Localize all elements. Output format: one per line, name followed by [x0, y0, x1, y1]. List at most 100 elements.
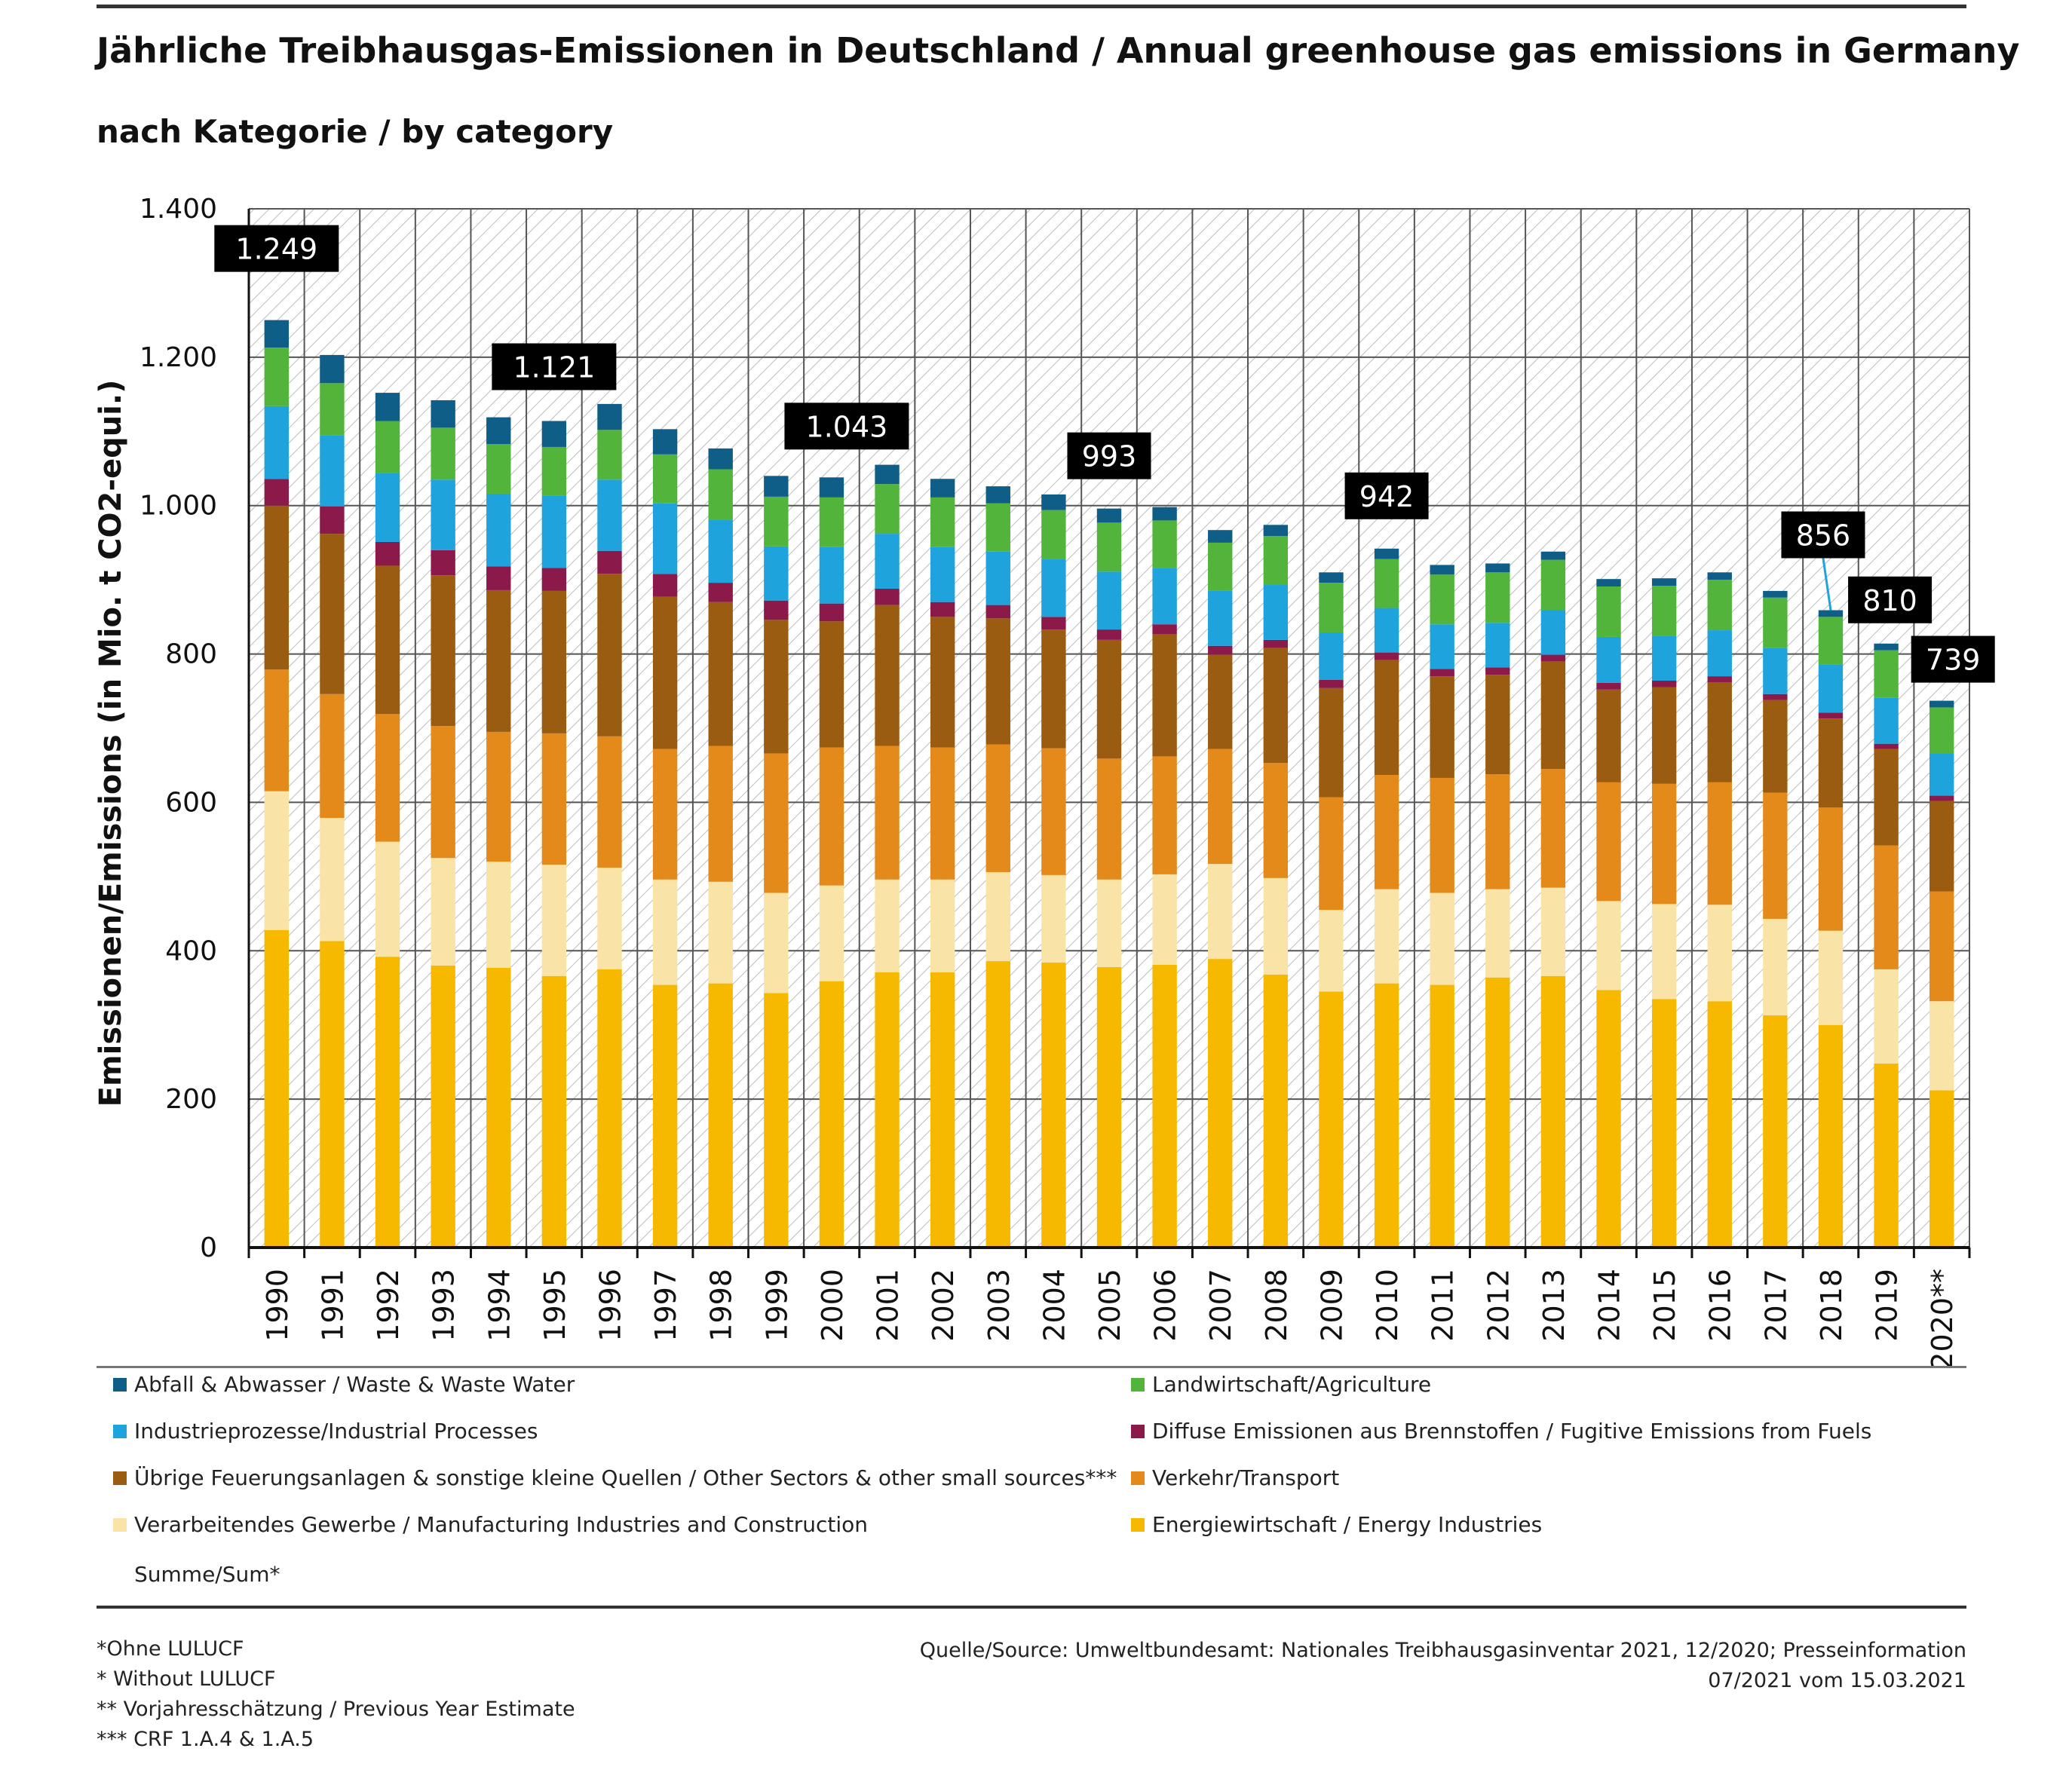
total-annotation-label: 942 [1359, 480, 1415, 513]
bar-segment [1430, 669, 1454, 677]
bar-segment [1096, 629, 1122, 640]
bar-segment [1096, 758, 1122, 880]
annotation-box [1344, 472, 1429, 519]
bar-segment [1651, 578, 1677, 586]
x-tick-label: 1998 [705, 1269, 738, 1342]
bar-segment [264, 320, 290, 348]
bar-segment [431, 575, 455, 727]
bar-segment [1263, 536, 1289, 586]
bar-segment [597, 868, 622, 969]
bar-segment [1929, 891, 1954, 1002]
bar-segment [1540, 654, 1566, 662]
bar-segment [1430, 574, 1454, 625]
bar-segment [708, 519, 733, 583]
y-tick-label: 1.200 [139, 342, 217, 373]
bar-segment [1263, 648, 1289, 764]
bar-segment [1485, 623, 1510, 668]
bar-segment [708, 602, 733, 746]
x-tick-label: 2019 [1871, 1269, 1904, 1342]
bar-segment [985, 744, 1010, 872]
bar-segment [985, 503, 1010, 552]
x-tick-label: 2002 [927, 1269, 960, 1342]
bar-segment [320, 354, 345, 384]
bar-segment [1319, 991, 1344, 1248]
bar-segment [1596, 901, 1621, 990]
bar-segment [1874, 749, 1899, 846]
bar-segment [1874, 1063, 1899, 1248]
bar-segment [1430, 777, 1454, 893]
bar-segment [320, 941, 345, 1248]
bar-segment [486, 493, 511, 567]
bar-segment [930, 497, 955, 547]
bar-segment [875, 972, 900, 1248]
bar-segment [764, 892, 789, 994]
legend-swatch [113, 1517, 127, 1532]
bar-segment [597, 574, 622, 736]
bar-segment [1096, 508, 1122, 523]
y-tick-label: 0 [200, 1232, 217, 1263]
bar-segment [1596, 782, 1621, 902]
y-tick-label: 1.400 [139, 194, 217, 225]
bar-segment [1263, 639, 1289, 648]
total-annotation-label: 739 [1926, 644, 1981, 677]
source-line-2: 07/2021 vom 15.03.2021 [1708, 1669, 1966, 1692]
bar-segment [1763, 792, 1788, 919]
bar-segment [1929, 1001, 1954, 1091]
bar-segment [930, 602, 955, 617]
bar-segment [764, 476, 789, 497]
top-rule [97, 5, 1966, 8]
annotation-box [784, 403, 909, 450]
bar-segment [1208, 590, 1233, 646]
x-tick-label: 2011 [1427, 1269, 1460, 1342]
bar-segment [1874, 743, 1899, 749]
bar-segment [1818, 712, 1844, 719]
bar-segment [652, 429, 678, 455]
bar-segment [1319, 572, 1344, 583]
legend: Abfall & Abwasser / Waste & Waste Water L… [113, 1372, 1960, 1598]
footnote: *** CRF 1.A.4 & 1.A.5 [97, 1728, 314, 1751]
bar-segment [1152, 624, 1177, 634]
bar-segment [1763, 597, 1788, 648]
bar-segment [1651, 999, 1677, 1248]
bar-segment [1430, 676, 1454, 778]
bar-segment [1874, 697, 1899, 744]
bar-segment [930, 547, 955, 602]
legend-swatch [113, 1471, 127, 1485]
bar-segment [486, 417, 511, 445]
bar-segment [431, 550, 455, 576]
bar-segment [1818, 930, 1844, 1025]
bar-segment [1041, 963, 1066, 1248]
bar-segment [930, 747, 955, 880]
y-axis-label: Emissionen/Emissions (in Mio. t CO2-equi… [93, 380, 128, 1107]
bar-segment [320, 693, 345, 819]
bar-segment [764, 753, 789, 893]
x-tick-label: 2012 [1482, 1269, 1515, 1342]
x-tick-label: 2001 [872, 1269, 905, 1342]
bar-segment [541, 446, 567, 496]
bar-segment [1096, 966, 1122, 1248]
bar-segment [1374, 608, 1399, 653]
bar-segment [431, 965, 455, 1248]
y-tick-label: 600 [165, 787, 217, 818]
bar-segment [1707, 676, 1732, 682]
bar-segment [597, 550, 622, 574]
bar-segment [1208, 530, 1233, 543]
legend-label: Industrieprozesse/Industrial Processes [134, 1419, 538, 1444]
bar-segment [264, 348, 290, 406]
annotation-box [1781, 511, 1865, 559]
bar-segment [764, 546, 789, 601]
bar-segment [875, 588, 900, 605]
bar-segment [819, 497, 844, 547]
bar-segment [1485, 667, 1510, 675]
stacked-bar-chart: 0 200 400 600 800 1.000 1.200 1.400 1990 1991 1992… [93, 194, 1995, 1370]
bar-segment [1485, 889, 1510, 978]
bar-segment [1596, 689, 1621, 782]
bar-segment [1485, 563, 1510, 573]
bar-segment [1208, 542, 1233, 591]
bar-segment [708, 881, 733, 984]
bar-segment [1596, 579, 1621, 587]
bar-segment [1263, 525, 1289, 537]
bar-segment [486, 444, 511, 494]
bar-segment [1208, 654, 1233, 749]
bar-segment [1651, 904, 1677, 1000]
